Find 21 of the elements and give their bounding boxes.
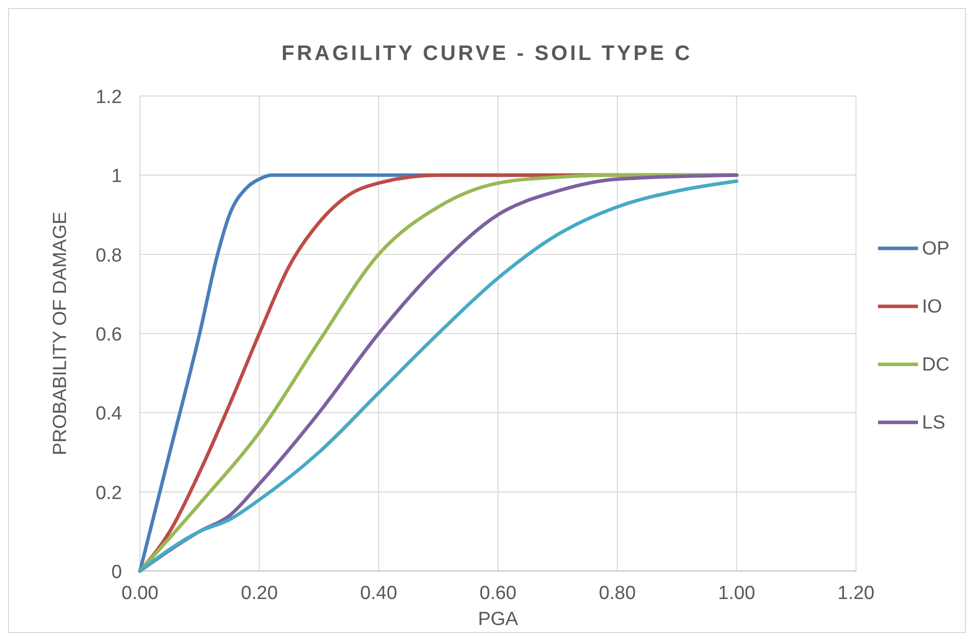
x-tick-label: 0.20	[240, 583, 278, 604]
y-axis-title: PROBABILITY OF DAMAGE	[50, 212, 71, 456]
legend-label: OP	[922, 238, 950, 260]
y-tick-label: 1.2	[96, 87, 122, 108]
x-tick-label: 1.20	[838, 583, 874, 604]
x-tick-label: 0.40	[360, 583, 398, 604]
x-tick-label: 0.60	[480, 583, 516, 604]
y-tick-label: 0.4	[96, 404, 122, 425]
legend-label: IO	[922, 296, 942, 318]
y-tick-label: 1	[111, 166, 122, 188]
y-tick-label: 0	[111, 562, 122, 583]
chart-title: FRAGILITY CURVE - SOIL TYPE C	[282, 42, 692, 65]
legend-label: DC	[922, 354, 950, 376]
x-tick-label: 0.00	[122, 583, 158, 604]
y-tick-label: 0.8	[96, 245, 122, 266]
x-axis-title: PGA	[478, 609, 518, 630]
y-tick-label: 0.2	[96, 482, 122, 504]
y-tick-label: 0.6	[96, 324, 122, 346]
legend-label: LS	[922, 412, 946, 434]
x-tick-label: 1.00	[718, 583, 756, 604]
x-tick-label: 0.80	[598, 583, 636, 604]
